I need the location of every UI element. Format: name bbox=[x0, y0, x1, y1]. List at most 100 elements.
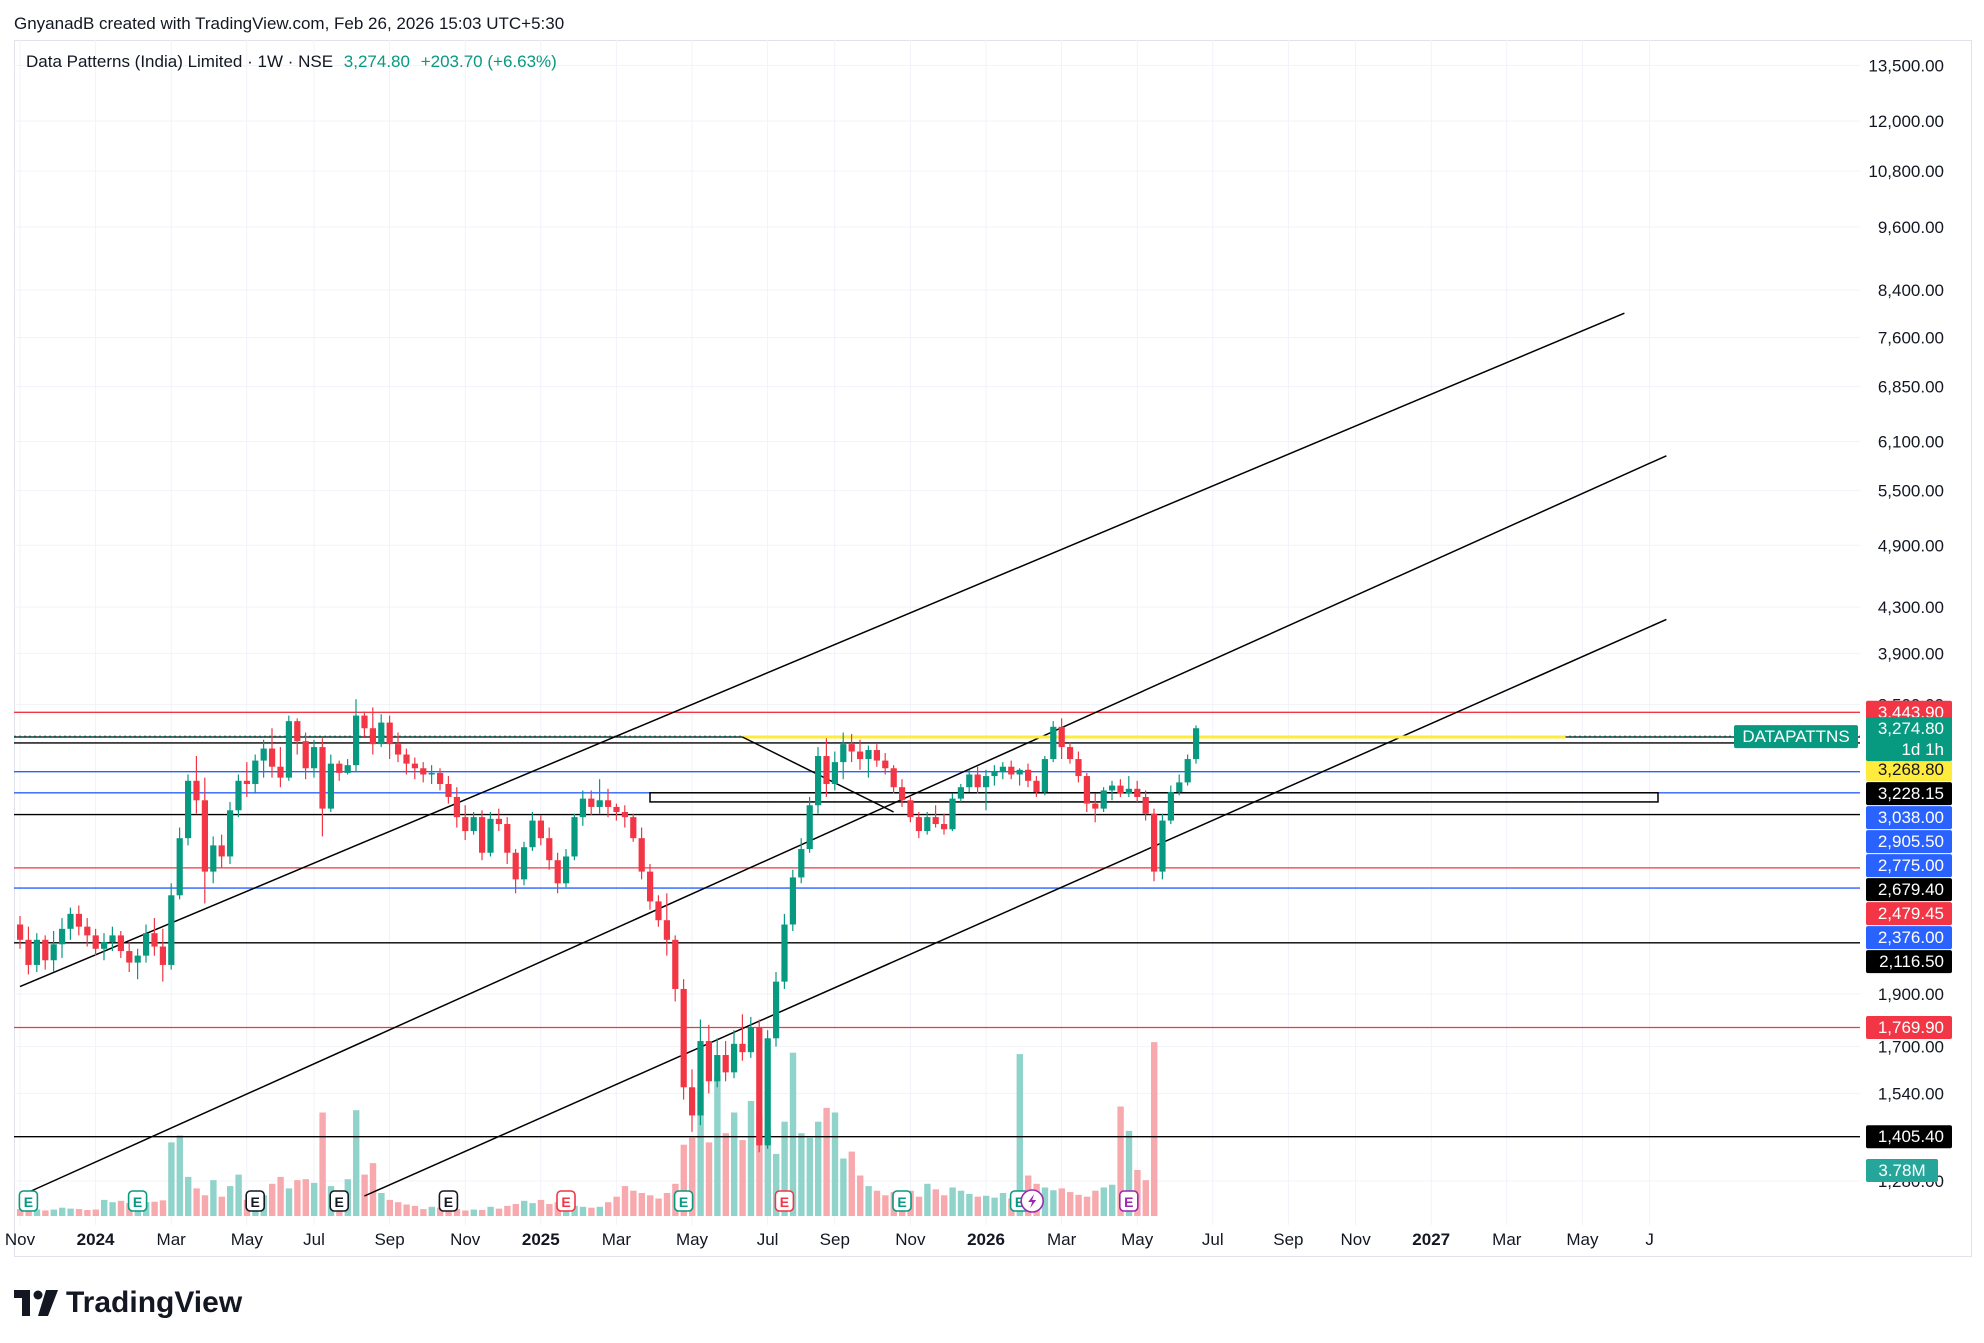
candle-body[interactable] bbox=[462, 817, 469, 832]
candle-body[interactable] bbox=[705, 1041, 712, 1082]
candle-body[interactable] bbox=[537, 820, 544, 839]
candle-body[interactable] bbox=[1058, 726, 1065, 748]
price-tag[interactable]: 2,479.45 bbox=[1866, 902, 1952, 926]
candle-body[interactable] bbox=[756, 1027, 763, 1146]
price-tag[interactable]: 3,038.00 bbox=[1866, 806, 1952, 830]
tradingview-logo[interactable]: TradingView bbox=[14, 1286, 242, 1320]
candle-body[interactable] bbox=[1125, 788, 1132, 794]
candle-body[interactable] bbox=[67, 913, 74, 929]
candle-body[interactable] bbox=[294, 721, 301, 742]
candle-body[interactable] bbox=[605, 800, 612, 807]
candle-body[interactable] bbox=[924, 817, 931, 832]
earnings-marker[interactable]: E bbox=[127, 1190, 148, 1212]
trendline[interactable] bbox=[19, 455, 1667, 1197]
horizontal-levels[interactable] bbox=[14, 711, 1860, 1138]
candle-body[interactable] bbox=[1067, 747, 1074, 760]
candle-body[interactable] bbox=[689, 1087, 696, 1116]
symbol-label[interactable]: DATAPATTNS bbox=[1734, 725, 1858, 749]
candle-body[interactable] bbox=[353, 715, 360, 766]
candle-body[interactable] bbox=[941, 824, 948, 830]
candle-body[interactable] bbox=[403, 754, 410, 764]
trendline[interactable] bbox=[19, 312, 1625, 988]
candle-body[interactable] bbox=[966, 774, 973, 788]
candle-body[interactable] bbox=[949, 798, 956, 830]
price-tag[interactable]: 2,679.40 bbox=[1866, 878, 1952, 902]
consolidation-box[interactable] bbox=[649, 792, 1659, 803]
trendline[interactable] bbox=[364, 618, 1667, 1197]
candle-body[interactable] bbox=[25, 939, 32, 965]
candle-body[interactable] bbox=[831, 762, 838, 784]
price-axis[interactable]: 13,500.00 12,000.00 10,800.00 9,600.00 8,400… bbox=[1734, 56, 1952, 1191]
candle-body[interactable] bbox=[176, 838, 183, 896]
candle-body[interactable] bbox=[1050, 726, 1057, 760]
candle-body[interactable] bbox=[739, 1043, 746, 1053]
dividend-marker[interactable] bbox=[1020, 1189, 1044, 1213]
chart-panel[interactable] bbox=[14, 40, 1972, 1257]
price-tag[interactable]: 2,775.00 bbox=[1866, 854, 1952, 878]
candle-body[interactable] bbox=[621, 811, 628, 818]
candle-body[interactable] bbox=[420, 768, 427, 775]
candle-body[interactable] bbox=[302, 741, 309, 769]
candle-body[interactable] bbox=[1193, 728, 1200, 760]
candle-body[interactable] bbox=[1016, 769, 1023, 775]
candle-body[interactable] bbox=[50, 944, 57, 961]
candle-body[interactable] bbox=[243, 780, 250, 784]
candle-body[interactable] bbox=[369, 728, 376, 745]
price-tag[interactable]: 1,769.90 bbox=[1866, 1016, 1952, 1040]
candle-body[interactable] bbox=[201, 800, 208, 872]
candle-body[interactable] bbox=[92, 935, 99, 949]
candle-body[interactable] bbox=[487, 818, 494, 853]
candle-body[interactable] bbox=[588, 798, 595, 807]
candle-body[interactable] bbox=[823, 756, 830, 784]
candle-body[interactable] bbox=[1142, 796, 1149, 814]
candle-body[interactable] bbox=[798, 849, 805, 878]
candle-body[interactable] bbox=[1083, 776, 1090, 804]
candle-body[interactable] bbox=[33, 939, 40, 965]
candle-body[interactable] bbox=[512, 852, 519, 880]
candle-body[interactable] bbox=[327, 763, 334, 809]
candle-body[interactable] bbox=[554, 860, 561, 884]
candle-body[interactable] bbox=[747, 1027, 754, 1053]
candle-body[interactable] bbox=[789, 877, 796, 925]
price-tag[interactable]: 1,405.40 bbox=[1866, 1125, 1952, 1149]
candle-body[interactable] bbox=[59, 928, 66, 945]
candle-body[interactable] bbox=[101, 942, 108, 949]
candle-body[interactable] bbox=[840, 744, 847, 763]
candle-body[interactable] bbox=[1184, 759, 1191, 783]
price-tag[interactable]: 3,268.80 bbox=[1866, 758, 1952, 782]
candle-body[interactable] bbox=[1033, 780, 1040, 793]
candle-body[interactable] bbox=[311, 747, 318, 769]
candle-body[interactable] bbox=[504, 824, 511, 853]
candle-body[interactable] bbox=[319, 747, 326, 809]
candle-body[interactable] bbox=[260, 748, 267, 761]
candle-body[interactable] bbox=[529, 820, 536, 848]
candle-body[interactable] bbox=[395, 744, 402, 755]
candle-body[interactable] bbox=[638, 838, 645, 872]
candle-body[interactable] bbox=[437, 772, 444, 784]
candle-body[interactable] bbox=[714, 1055, 721, 1082]
candle-body[interactable] bbox=[857, 751, 864, 760]
candle-body[interactable] bbox=[890, 768, 897, 788]
candle-body[interactable] bbox=[915, 817, 922, 832]
candle-body[interactable] bbox=[1075, 759, 1082, 777]
candle-body[interactable] bbox=[579, 798, 586, 818]
trendlines[interactable] bbox=[19, 312, 1667, 1197]
candle-body[interactable] bbox=[218, 845, 225, 857]
candle-body[interactable] bbox=[75, 913, 82, 927]
candle-body[interactable] bbox=[495, 818, 502, 825]
candle-body[interactable] bbox=[680, 988, 687, 1088]
candle-body[interactable] bbox=[983, 776, 990, 788]
candle-body[interactable] bbox=[185, 780, 192, 839]
candle-body[interactable] bbox=[1134, 788, 1141, 797]
candle-body[interactable] bbox=[479, 817, 486, 853]
candle-body[interactable] bbox=[336, 763, 343, 773]
candle-body[interactable] bbox=[428, 772, 435, 775]
candle-body[interactable] bbox=[907, 800, 914, 818]
candle-body[interactable] bbox=[159, 946, 166, 965]
candle-body[interactable] bbox=[806, 805, 813, 850]
candle-body[interactable] bbox=[1025, 769, 1032, 781]
volume-tag[interactable]: 3.78M bbox=[1866, 1159, 1938, 1182]
candle-body[interactable] bbox=[613, 806, 620, 812]
candle-body[interactable] bbox=[285, 721, 292, 778]
candle-body[interactable] bbox=[865, 750, 872, 760]
